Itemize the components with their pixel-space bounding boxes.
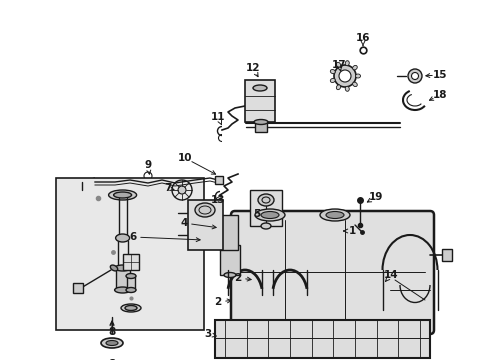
Ellipse shape (178, 186, 185, 194)
Text: 18: 18 (432, 90, 447, 100)
Ellipse shape (333, 65, 355, 87)
Ellipse shape (254, 209, 285, 221)
Ellipse shape (345, 61, 348, 66)
Text: 8: 8 (108, 327, 115, 337)
Text: 17: 17 (331, 60, 346, 70)
Bar (254, 122, 266, 132)
Text: 4: 4 (180, 218, 187, 228)
Ellipse shape (106, 341, 118, 346)
Ellipse shape (345, 86, 348, 91)
Text: 2: 2 (214, 297, 221, 307)
Text: 6: 6 (129, 232, 136, 242)
Ellipse shape (407, 69, 421, 83)
Text: 10: 10 (177, 153, 192, 163)
Text: 2: 2 (234, 273, 241, 283)
Bar (187, 200, 223, 250)
Text: 1: 1 (347, 226, 355, 236)
Ellipse shape (319, 209, 349, 221)
Bar (123, 254, 139, 270)
Bar (127, 276, 135, 290)
Ellipse shape (125, 306, 137, 310)
Ellipse shape (110, 265, 118, 271)
Ellipse shape (330, 69, 335, 73)
Bar (73, 283, 83, 293)
Ellipse shape (108, 190, 136, 200)
Bar (56, 178, 203, 330)
Text: 14: 14 (383, 270, 398, 280)
Bar (220, 215, 238, 250)
Ellipse shape (336, 85, 340, 90)
Ellipse shape (325, 211, 343, 219)
FancyBboxPatch shape (230, 211, 433, 334)
Ellipse shape (352, 66, 357, 70)
Ellipse shape (355, 74, 360, 78)
Bar (220, 245, 240, 275)
Ellipse shape (101, 338, 123, 348)
Ellipse shape (114, 287, 130, 293)
Text: 9: 9 (144, 160, 151, 170)
Ellipse shape (338, 70, 350, 82)
Text: 3: 3 (204, 329, 211, 339)
Bar (215, 320, 429, 358)
Ellipse shape (224, 273, 236, 278)
Ellipse shape (261, 211, 279, 219)
Ellipse shape (114, 265, 130, 271)
Ellipse shape (411, 72, 418, 80)
Ellipse shape (195, 203, 215, 217)
Ellipse shape (224, 243, 236, 248)
Text: 13: 13 (210, 195, 225, 205)
Ellipse shape (258, 194, 273, 206)
Text: 11: 11 (210, 112, 225, 122)
Ellipse shape (330, 78, 335, 82)
Ellipse shape (126, 274, 136, 279)
Ellipse shape (261, 223, 270, 229)
Ellipse shape (126, 288, 136, 292)
Bar (244, 80, 274, 122)
Bar (249, 190, 282, 226)
Bar (215, 176, 223, 184)
Bar (441, 249, 451, 261)
Text: 12: 12 (245, 63, 260, 73)
Text: 8: 8 (108, 359, 115, 360)
Ellipse shape (352, 82, 357, 86)
Ellipse shape (115, 234, 129, 242)
Bar (115, 268, 129, 290)
Text: 5: 5 (253, 209, 260, 219)
Ellipse shape (121, 304, 141, 312)
Text: 7: 7 (164, 183, 171, 193)
Text: 19: 19 (368, 192, 383, 202)
Ellipse shape (252, 85, 266, 91)
Ellipse shape (113, 192, 131, 198)
Ellipse shape (253, 120, 267, 125)
Text: 16: 16 (355, 33, 369, 43)
Text: 15: 15 (432, 70, 447, 80)
Ellipse shape (336, 62, 340, 67)
